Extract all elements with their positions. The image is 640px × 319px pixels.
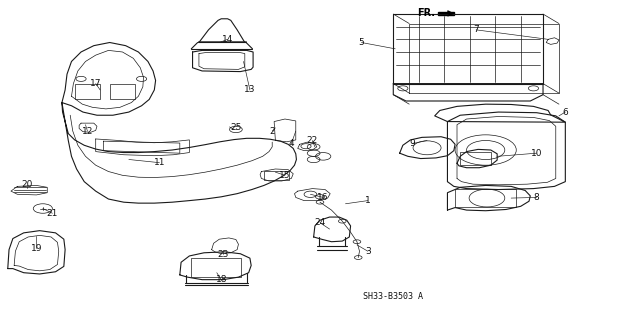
Text: 5: 5 bbox=[358, 38, 364, 47]
Text: 1: 1 bbox=[365, 196, 371, 205]
Text: 14: 14 bbox=[222, 35, 234, 44]
Text: 24: 24 bbox=[314, 218, 326, 227]
Bar bbox=[455, 189, 516, 207]
Bar bbox=[109, 84, 135, 100]
Polygon shape bbox=[438, 11, 454, 15]
Text: 13: 13 bbox=[244, 85, 255, 94]
Text: 15: 15 bbox=[279, 171, 291, 180]
Bar bbox=[460, 152, 491, 165]
Text: 3: 3 bbox=[365, 247, 371, 256]
Text: 25: 25 bbox=[230, 123, 241, 132]
Text: 6: 6 bbox=[563, 108, 568, 116]
Text: 12: 12 bbox=[82, 127, 93, 136]
Text: 9: 9 bbox=[410, 139, 415, 148]
Bar bbox=[191, 257, 241, 277]
Bar bbox=[75, 84, 100, 100]
Text: 16: 16 bbox=[317, 193, 329, 202]
Text: FR.: FR. bbox=[417, 8, 435, 19]
Text: 17: 17 bbox=[90, 79, 102, 88]
Text: 7: 7 bbox=[473, 25, 479, 34]
Text: 10: 10 bbox=[531, 149, 543, 158]
Text: 23: 23 bbox=[218, 250, 229, 259]
Text: 19: 19 bbox=[31, 243, 42, 253]
Text: 11: 11 bbox=[154, 158, 165, 167]
Text: 20: 20 bbox=[21, 180, 33, 189]
Text: 8: 8 bbox=[534, 193, 540, 202]
Text: 4: 4 bbox=[289, 139, 294, 148]
Text: 21: 21 bbox=[47, 209, 58, 218]
Text: 22: 22 bbox=[307, 136, 318, 145]
Bar bbox=[264, 171, 289, 180]
Text: SH33-B3503 A: SH33-B3503 A bbox=[364, 292, 423, 300]
Text: 18: 18 bbox=[216, 275, 227, 284]
Text: 2: 2 bbox=[269, 127, 275, 136]
